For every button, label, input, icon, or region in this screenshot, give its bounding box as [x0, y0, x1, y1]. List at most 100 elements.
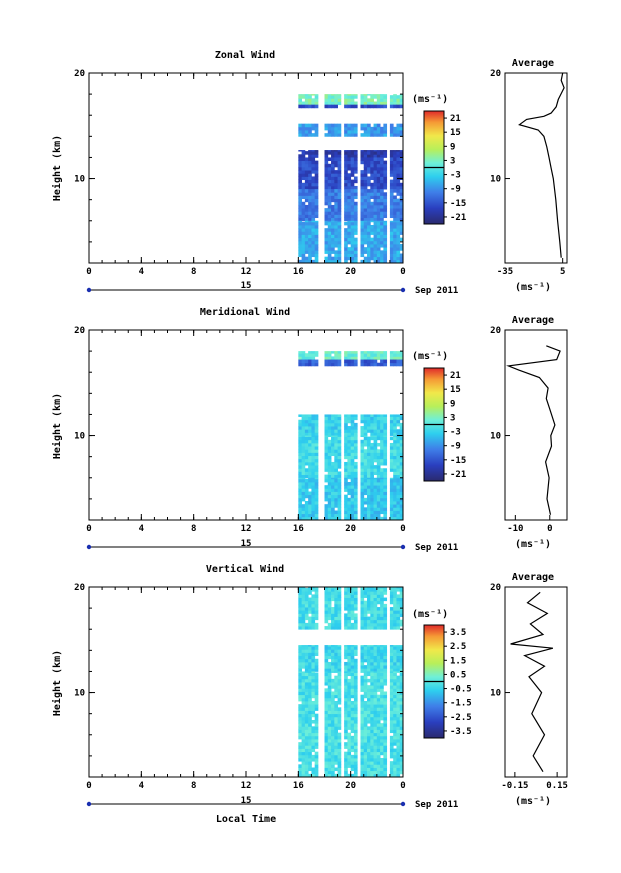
heatmap-cell: [363, 221, 368, 226]
heatmap-cell: [311, 745, 316, 749]
heatmap-cell: [396, 247, 401, 251]
heatmap-cell: [393, 133, 397, 137]
heatmap-cell: [396, 510, 401, 515]
heatmap-cell: [360, 359, 365, 364]
heatmap-cell: [373, 468, 378, 472]
heatmap-cell: [327, 247, 332, 251]
heatmap-cell: [324, 353, 329, 357]
heatmap-cell: [324, 688, 329, 692]
heatmap-cell: [304, 237, 309, 242]
heatmap-cell: [376, 694, 381, 699]
heatmap-cell: [301, 362, 306, 367]
heatmap-cell: [393, 228, 397, 232]
heatmap-cell: [331, 707, 335, 711]
heatmap-cell: [331, 491, 335, 496]
heatmap-cell: [370, 504, 374, 508]
heatmap-cell: [311, 671, 316, 673]
heatmap-cell: [399, 494, 404, 499]
heatmap-cell: [383, 471, 388, 476]
heatmap-cell: [370, 446, 374, 450]
heatmap-cell: [347, 419, 352, 424]
heatmap-cell: [334, 619, 338, 624]
heatmap-cell: [314, 701, 319, 705]
heatmap-cell: [389, 672, 394, 677]
heatmap-cell: [373, 716, 378, 721]
heatmap-cell: [353, 220, 358, 223]
heatmap-cell: [311, 228, 316, 232]
heatmap-cell: [334, 192, 338, 196]
heatmap-cell: [370, 101, 374, 106]
heatmap-cell: [363, 101, 368, 106]
heatmap-cell: [370, 748, 374, 753]
heatmap-cell: [373, 710, 378, 715]
heatmap-cell: [376, 668, 381, 672]
heatmap-cell: [311, 773, 316, 778]
heatmap-cell: [373, 720, 378, 724]
heatmap-cell: [396, 234, 401, 239]
heatmap-cell: [337, 678, 342, 683]
heatmap-cell: [304, 474, 309, 479]
heatmap-cell: [376, 701, 381, 705]
heatmap-cell: [350, 195, 355, 200]
heatmap-cell: [399, 603, 404, 608]
heatmap-cell: [370, 455, 374, 460]
heatmap-cell: [298, 707, 303, 711]
heatmap-cell: [376, 773, 381, 778]
heatmap-cell: [383, 452, 388, 457]
heatmap-cell: [370, 157, 374, 162]
heatmap-cell: [334, 510, 338, 515]
heatmap-cell: [314, 477, 319, 480]
heatmap-cell: [347, 685, 352, 689]
heatmap-cell: [337, 716, 342, 721]
heatmap-cell: [353, 646, 358, 650]
heatmap-cell: [373, 626, 378, 630]
heatmap-cell: [363, 626, 368, 630]
heatmap-cell: [380, 678, 384, 683]
heatmap-cell: [373, 214, 378, 219]
heatmap-cell: [399, 221, 404, 226]
heatmap-cell: [376, 697, 381, 702]
heatmap-cell: [389, 477, 394, 480]
heatmap-cell: [350, 234, 355, 239]
heatmap-cell: [308, 748, 312, 753]
heatmap-cell: [324, 597, 329, 602]
heatmap-cell: [389, 513, 394, 518]
heatmap-cell: [337, 247, 342, 251]
heatmap-cell: [350, 151, 355, 155]
heatmap-cell: [370, 513, 374, 518]
heatmap-cell: [373, 157, 378, 162]
heatmap-cell: [350, 497, 355, 502]
heatmap-cell: [389, 661, 394, 666]
heatmap-cell: [314, 192, 319, 196]
heatmap-cell: [337, 419, 342, 424]
heatmap-cell: [324, 694, 329, 699]
heatmap-cell: [383, 133, 388, 137]
heatmap-cell: [337, 95, 342, 99]
heatmap-cell: [301, 770, 306, 775]
heatmap-cell: [304, 478, 309, 483]
heatmap-cell: [331, 435, 335, 438]
heatmap-cell: [304, 607, 309, 611]
heatmap-cell: [353, 474, 358, 479]
heatmap-cell: [373, 773, 378, 778]
heatmap-cell: [353, 163, 358, 168]
heatmap-cell: [327, 751, 332, 756]
colorbar-tick-label: 9: [450, 399, 455, 409]
heatmap-cell: [376, 362, 381, 367]
heatmap-cell: [331, 764, 335, 768]
heatmap-cell: [389, 247, 394, 251]
profile-title: Average: [512, 58, 554, 69]
heatmap-cell: [327, 173, 332, 177]
heatmap-cell: [331, 619, 335, 624]
heatmap-cell: [331, 488, 335, 492]
heatmap-cell: [298, 646, 303, 650]
heatmap-cell: [373, 613, 378, 617]
heatmap-cell: [304, 179, 309, 184]
heatmap-cell: [399, 104, 404, 109]
heatmap-cell: [370, 588, 374, 592]
heatmap-cell: [337, 707, 342, 711]
heatmap-cell: [367, 446, 371, 450]
heatmap-cell: [304, 507, 309, 511]
heatmap-cell: [324, 610, 329, 614]
heatmap-cell: [347, 130, 352, 134]
